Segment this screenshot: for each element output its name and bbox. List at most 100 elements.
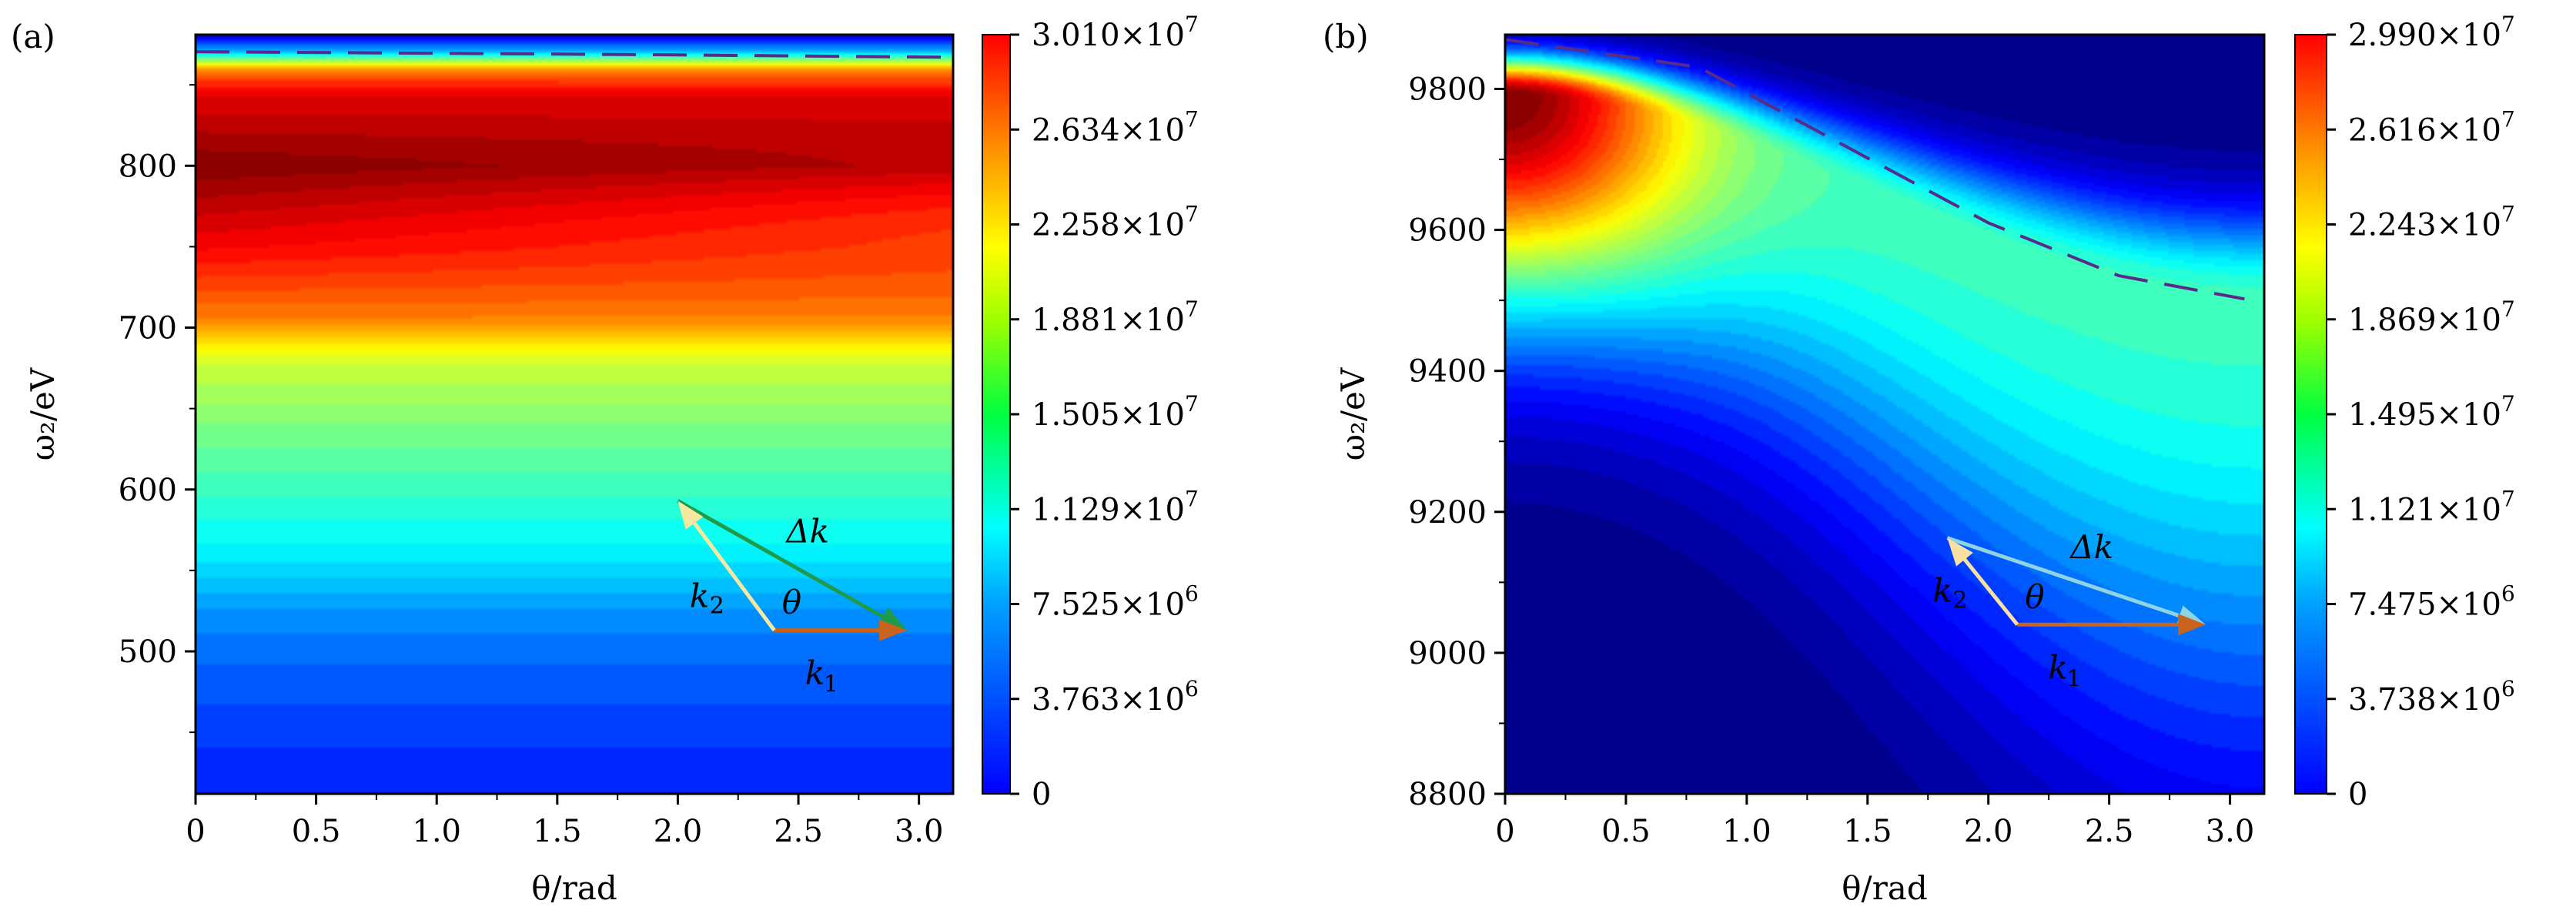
colorbar-tick-mantissa: 0	[2348, 777, 2367, 812]
x-tick-label: 1.0	[412, 814, 461, 849]
y-axis-label: ω₂/eV	[24, 367, 62, 460]
times-ten: ×10	[1120, 112, 1185, 148]
colorbar	[2294, 34, 2327, 795]
k2-label: k	[1932, 571, 1952, 609]
y-tick-label: 700	[119, 311, 177, 346]
delta-k-label: Δk	[785, 513, 829, 551]
plot-frame	[194, 33, 955, 795]
colorbar-tick-label: 1.881×107	[1032, 296, 1199, 338]
x-tick-label: 2.5	[774, 814, 823, 849]
y-tick-label: 9200	[1408, 495, 1487, 530]
colorbar-tick-exponent: 7	[1185, 12, 1199, 37]
dashed-phase-matching-curve	[1504, 38, 2245, 301]
k1-label: k	[2048, 648, 2067, 686]
y-tick-label: 500	[119, 634, 177, 670]
x-tick-label: 0.5	[1601, 814, 1651, 849]
colorbar-tick-exponent: 7	[2501, 106, 2515, 132]
delta-k-vector-line	[677, 499, 895, 624]
colorbar-tick-label: 3.010×107	[1032, 12, 1199, 53]
colorbar-tick-label: 1.869×107	[2348, 296, 2515, 338]
x-tick-label: 3.0	[895, 814, 944, 849]
x-axis-label: θ/rad	[1842, 869, 1927, 907]
times-ten: ×10	[1120, 18, 1185, 53]
times-ten: ×10	[2437, 18, 2501, 53]
y-tick-label: 9800	[1408, 72, 1487, 107]
k2-vector-line	[1955, 548, 2019, 626]
k2-subscript: 2	[1952, 587, 1967, 614]
times-ten: ×10	[1120, 208, 1185, 243]
k1-vector-head	[878, 619, 907, 641]
colorbar-tick-label: 7.525×106	[1032, 581, 1199, 623]
colorbar-tick-exponent: 6	[1185, 676, 1199, 701]
colorbar-tick-exponent: 7	[2501, 296, 2515, 322]
y-tick-label: 800	[119, 149, 177, 184]
colorbar-tick-label: 0	[1032, 777, 1051, 812]
colorbar-tick-label: 1.505×107	[1032, 391, 1199, 433]
colorbar-tick-exponent: 7	[1185, 391, 1199, 417]
colorbar-tick-exponent: 7	[1185, 486, 1199, 511]
x-tick-label: 0	[186, 814, 205, 849]
colorbar-tick-mantissa: 1.881	[1032, 303, 1120, 338]
colorbar-tick-mantissa: 0	[1032, 777, 1051, 812]
times-ten: ×10	[1120, 303, 1185, 338]
times-ten: ×10	[2437, 112, 2501, 148]
colorbar-tick-label: 2.258×107	[1032, 202, 1199, 243]
colorbar-tick-label: 3.763×106	[1032, 676, 1199, 718]
k2-vector-head	[1947, 537, 1973, 567]
colorbar-tick-label: 2.634×107	[1032, 106, 1199, 148]
colorbar-tick-mantissa: 7.475	[2348, 587, 2437, 623]
k2-subscript: 2	[710, 593, 724, 620]
times-ten: ×10	[1120, 397, 1185, 433]
x-tick-label: 0.5	[292, 814, 341, 849]
colorbar-tick-mantissa: 2.616	[2348, 112, 2437, 148]
times-ten: ×10	[2437, 303, 2501, 338]
times-ten: ×10	[2437, 208, 2501, 243]
colorbar-tick-label: 7.475×106	[2348, 581, 2515, 623]
y-tick-label: 9400	[1408, 354, 1487, 390]
x-axis-label: θ/rad	[531, 869, 617, 907]
colorbar-tick-mantissa: 2.258	[1032, 208, 1120, 243]
colorbar-tick-mantissa: 2.990	[2348, 18, 2437, 53]
colorbar-tick-mantissa: 3.010	[1032, 18, 1120, 53]
colorbar-tick-exponent: 7	[1185, 202, 1199, 227]
times-ten: ×10	[1120, 492, 1185, 527]
times-ten: ×10	[1120, 587, 1185, 623]
colorbar-tick-exponent: 7	[2501, 486, 2515, 511]
k1-subscript: 1	[2066, 665, 2081, 692]
y-tick-label: 9000	[1408, 636, 1487, 671]
colorbar-tick-exponent: 6	[2501, 676, 2515, 701]
colorbar-tick-label: 1.495×107	[2348, 391, 2515, 433]
x-tick-label: 1.5	[1843, 814, 1892, 849]
colorbar	[982, 34, 1011, 795]
heatmap	[1505, 35, 2264, 794]
k1-vector-head	[2178, 614, 2206, 636]
theta-label: θ	[2025, 577, 2044, 615]
colorbar-tick-mantissa: 1.129	[1032, 492, 1120, 527]
colorbar-tick-mantissa: 1.495	[2348, 397, 2437, 433]
colorbar-tick-label: 3.738×106	[2348, 676, 2515, 718]
k2-vector-head	[677, 500, 704, 530]
colorbar-tick-exponent: 7	[1185, 296, 1199, 322]
x-tick-label: 1.5	[533, 814, 582, 849]
y-tick-label: 9600	[1408, 213, 1487, 249]
dashed-phase-matching-curve	[195, 50, 953, 59]
delta-k-vector-line	[1946, 536, 2193, 622]
colorbar-tick-exponent: 7	[2501, 391, 2515, 417]
colorbar-tick-exponent: 7	[2501, 12, 2515, 37]
times-ten: ×10	[2437, 587, 2501, 623]
colorbar-tick-mantissa: 1.121	[2348, 492, 2437, 527]
colorbar-tick-exponent: 7	[2501, 202, 2515, 227]
k2-vector-line	[685, 512, 776, 632]
k1-subscript: 1	[824, 671, 838, 698]
heatmap	[196, 35, 953, 794]
panel-label: (b)	[1323, 18, 1369, 55]
colorbar-tick-label: 2.990×107	[2348, 12, 2515, 53]
y-tick-label: 600	[119, 473, 177, 508]
colorbar-tick-exponent: 7	[1185, 106, 1199, 132]
x-tick-label: 2.0	[1964, 814, 2013, 849]
colorbar-tick-mantissa: 3.738	[2348, 682, 2437, 718]
colorbar-tick-mantissa: 7.525	[1032, 587, 1120, 623]
colorbar-tick-mantissa: 1.869	[2348, 303, 2437, 338]
